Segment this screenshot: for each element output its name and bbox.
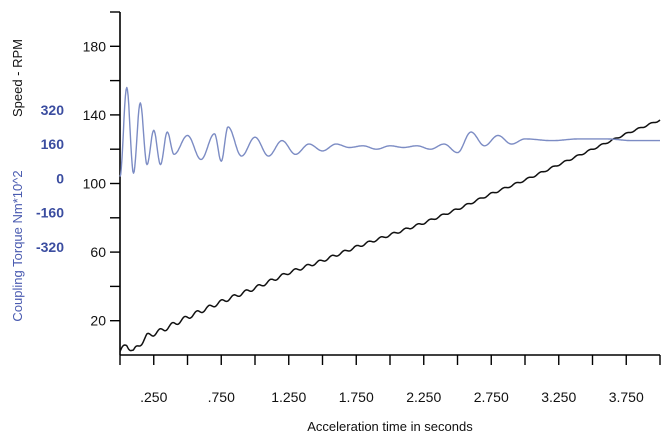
torque-tick-label: 0 bbox=[56, 170, 64, 186]
speed-series-line bbox=[119, 119, 661, 352]
x-axis-title: Acceleration time in seconds bbox=[307, 419, 473, 434]
y-tick-label: 100 bbox=[83, 176, 107, 192]
axes bbox=[119, 12, 660, 356]
x-axis-ticks: .250 .750 1.250 1.750 2.250 2.750 3.250 3.750 bbox=[119, 355, 661, 405]
speed-axis-title: Speed - RPM bbox=[10, 39, 25, 117]
torque-tick-label: -320 bbox=[36, 239, 64, 255]
torque-series-line bbox=[119, 86, 660, 177]
torque-tick-label: 320 bbox=[41, 102, 65, 118]
x-tick-label: .750 bbox=[208, 389, 235, 405]
torque-axis-title: Coupling Torque Nm*10^2 bbox=[10, 170, 25, 321]
torque-tick-label: -160 bbox=[36, 205, 64, 221]
x-tick-label: 3.750 bbox=[609, 389, 644, 405]
x-tick-label: 2.750 bbox=[474, 389, 509, 405]
torque-tick-label: 160 bbox=[41, 136, 65, 152]
x-tick-label: 1.750 bbox=[339, 389, 374, 405]
x-tick-label: .250 bbox=[140, 389, 167, 405]
y-tick-label: 20 bbox=[90, 313, 106, 329]
x-tick-label: 3.250 bbox=[541, 389, 576, 405]
y-tick-label: 60 bbox=[90, 244, 106, 260]
torque-axis-ticks: -320 -160 0 160 320 bbox=[36, 102, 64, 255]
x-tick-label: 2.250 bbox=[406, 389, 441, 405]
y-tick-label: 180 bbox=[83, 38, 107, 54]
y-axis-ticks: 20 60 100 140 180 bbox=[83, 11, 120, 329]
x-tick-label: 1.250 bbox=[271, 389, 306, 405]
series-layer bbox=[119, 86, 661, 352]
y-tick-label: 140 bbox=[83, 107, 107, 123]
